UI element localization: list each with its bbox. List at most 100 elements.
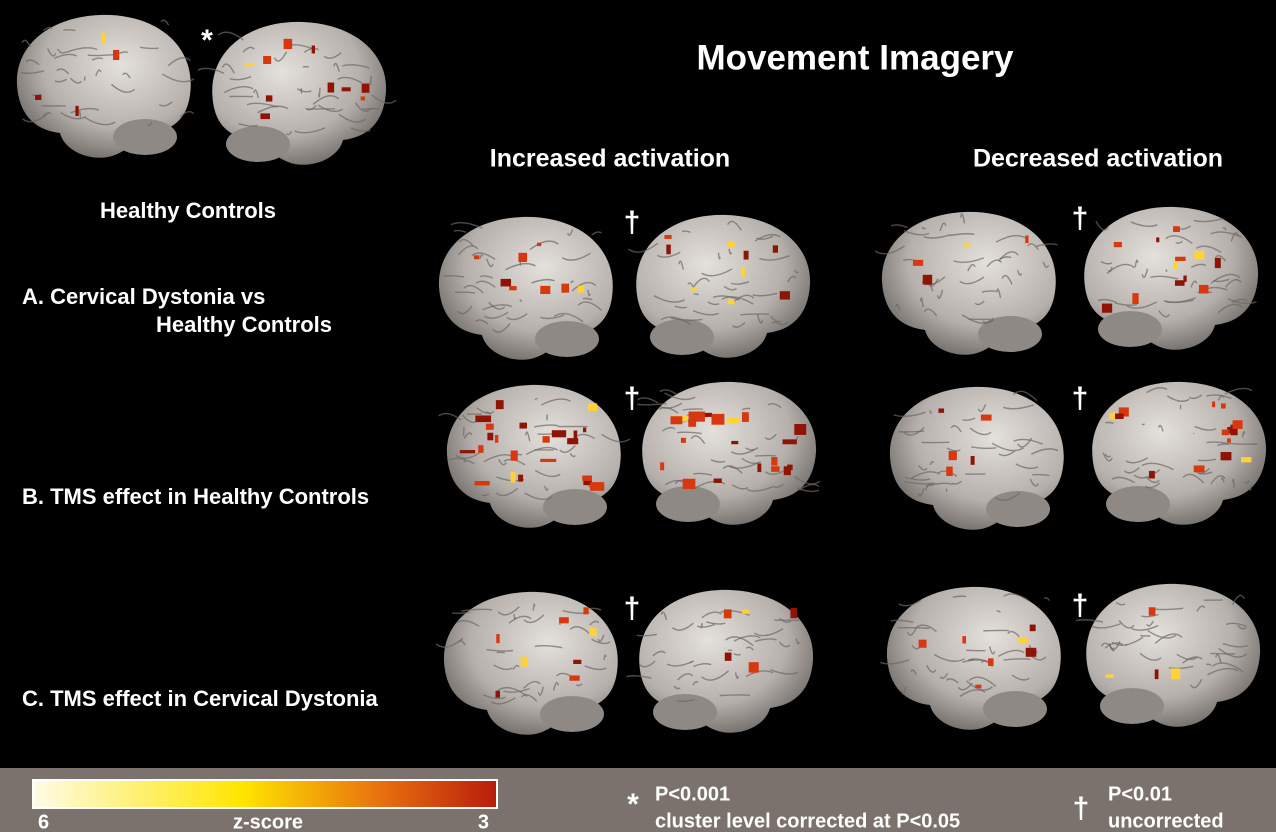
gyrus [371, 94, 397, 104]
gyrus [167, 57, 191, 67]
activation [723, 609, 732, 619]
activation [1101, 303, 1113, 313]
activation [779, 291, 790, 300]
gyrus [959, 276, 985, 285]
column-header: Increased activation [490, 145, 730, 173]
gyrus [1035, 243, 1058, 248]
activation [666, 244, 671, 255]
gyrus [1218, 647, 1248, 658]
gyrus [561, 252, 591, 261]
activation [963, 242, 971, 247]
activation [946, 466, 953, 477]
gyrus [495, 487, 519, 497]
brain [1075, 583, 1261, 727]
gyrus [949, 233, 975, 237]
gyrus [707, 301, 720, 306]
gyrus [1182, 656, 1203, 664]
gyrus [242, 46, 255, 53]
activation [263, 55, 272, 64]
gyrus [730, 281, 750, 285]
gyrus [591, 638, 611, 645]
activation [509, 286, 517, 291]
brain [16, 14, 195, 158]
gyrus [524, 431, 531, 442]
gyrus [589, 607, 602, 611]
gyrus [1222, 226, 1227, 231]
activation [559, 617, 569, 624]
gyrus [43, 26, 53, 32]
cerebellum [535, 321, 599, 357]
activation [551, 430, 567, 438]
gyrus [483, 694, 506, 700]
brain [197, 21, 397, 165]
gyrus [1210, 475, 1226, 485]
gyrus [656, 251, 681, 258]
gyrus [476, 407, 495, 415]
gyrus [1220, 477, 1225, 483]
gyrus [681, 230, 691, 233]
activation [1173, 260, 1178, 270]
gyrus [492, 323, 511, 333]
gyrus [534, 469, 561, 478]
colorbar-max: 3 [478, 811, 489, 832]
gyrus [484, 311, 509, 319]
gyrus [1145, 476, 1160, 484]
gyrus [601, 433, 631, 443]
gyrus [70, 77, 83, 84]
gyrus [582, 297, 593, 301]
gyrus [772, 483, 784, 488]
activation [688, 419, 697, 427]
activation [519, 422, 528, 429]
gyrus [523, 680, 541, 689]
gyrus [893, 411, 926, 418]
gyrus [1158, 310, 1170, 318]
gyrus [1190, 678, 1203, 689]
activation [1198, 284, 1209, 294]
gyrus [1012, 390, 1038, 402]
brain [637, 381, 821, 525]
gyrus [122, 72, 131, 79]
gyrus [1134, 259, 1139, 268]
gyrus [720, 610, 750, 616]
gyrus [508, 615, 532, 624]
gyrus [1097, 298, 1117, 303]
gyrus [967, 263, 976, 272]
activation [664, 234, 672, 239]
activation [1148, 470, 1155, 479]
gyrus [1042, 261, 1050, 269]
gyrus [456, 305, 473, 315]
gyrus [1175, 240, 1183, 244]
gyrus [552, 681, 560, 691]
gyrus [1017, 437, 1033, 448]
gyrus [764, 433, 777, 440]
gyrus [918, 464, 928, 471]
activation [1132, 293, 1139, 304]
brain [626, 589, 814, 733]
gyrus [929, 460, 935, 466]
activation [588, 403, 598, 412]
gyrus [1003, 593, 1030, 602]
gyrus [1206, 441, 1229, 445]
marker: * [201, 24, 213, 57]
brain [438, 384, 631, 528]
gyrus [693, 472, 713, 476]
gyrus [1027, 243, 1039, 251]
gyrus [1182, 473, 1205, 484]
gyrus [60, 112, 87, 120]
gyrus [1195, 467, 1210, 475]
activation [510, 471, 516, 483]
gyrus [778, 617, 792, 623]
gyrus [21, 39, 32, 48]
gyrus [919, 297, 924, 308]
gyrus [78, 110, 82, 118]
gyrus [991, 442, 1024, 452]
activation [260, 113, 270, 120]
gyrus [1210, 231, 1243, 238]
gyrus [519, 299, 522, 303]
activation [1113, 241, 1122, 248]
gyrus [959, 213, 966, 224]
gyrus [1104, 642, 1124, 649]
gyrus [1206, 394, 1232, 400]
gyrus [731, 484, 749, 490]
gyrus [1165, 235, 1193, 244]
